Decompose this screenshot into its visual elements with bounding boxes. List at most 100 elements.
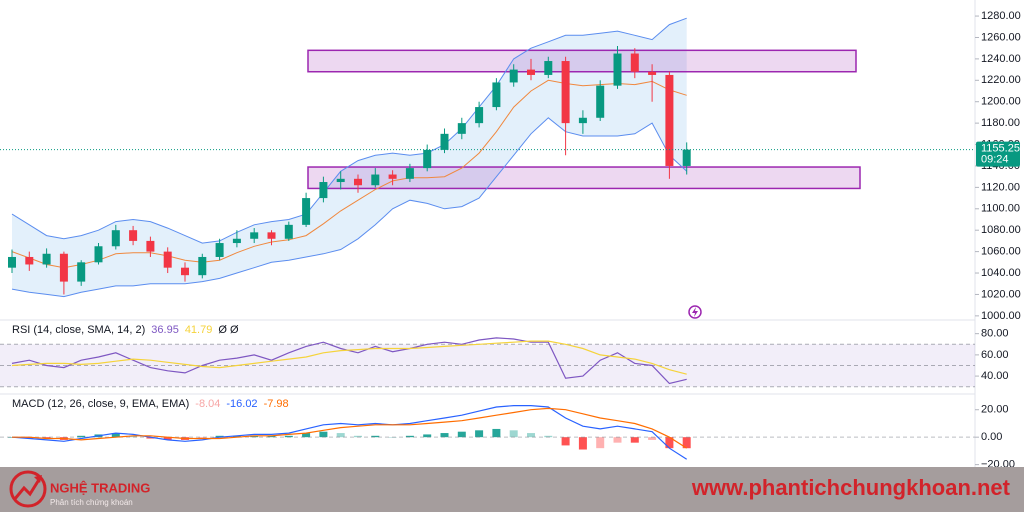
candle-body [561,61,570,124]
y-tick-label: 0.00 [981,431,1002,443]
histogram-bar [267,435,276,438]
candle-body [527,69,535,75]
candle-body [232,238,241,244]
candle-body [319,182,328,199]
candle-body [94,246,103,263]
countdown-label: 09:24 [981,154,1009,166]
candle-body [457,123,466,134]
y-tick-label: 1180.00 [981,117,1020,129]
indicator-extra: Ø Ø [218,324,239,336]
histogram-bar [423,434,432,438]
y-tick-label: 1220.00 [981,74,1021,86]
histogram-bar [509,430,518,438]
histogram-bar [371,435,380,438]
histogram-bar [129,435,138,438]
indicator-value: 36.95 [151,324,179,336]
candle-body [336,178,345,183]
candle-body [302,198,311,225]
y-tick-label: 1000.00 [981,310,1021,322]
y-tick-label: 1080.00 [981,224,1021,236]
y-tick-label: 1240.00 [981,53,1021,65]
histogram-bar [163,437,172,440]
histogram-bar [354,435,362,438]
histogram-bar [492,428,501,438]
candle-body [388,174,397,179]
candle-body [8,256,16,268]
candle-body [492,82,501,108]
candle-body [509,69,518,83]
candle-body [423,149,432,169]
logo-icon [9,470,47,508]
candle-body [648,71,657,75]
y-tick-label: 1260.00 [981,31,1021,43]
histogram-bar [215,435,224,438]
y-tick-label: 1060.00 [981,246,1021,258]
histogram-bar [596,437,605,449]
band-fill [12,18,687,297]
zone [307,49,857,73]
histogram-bar [544,435,553,438]
candle-body [198,256,207,276]
candle-body [77,262,86,282]
candle-body [682,149,691,166]
candle-body [405,168,414,179]
candle-body [25,256,34,265]
candle-body [267,232,276,239]
candle-body [163,251,172,268]
indicator-value: -16.02 [226,398,257,410]
indicator-value: -8.04 [195,398,220,410]
candle-body [440,133,449,150]
candle-body [630,53,639,72]
candle-body [475,107,484,124]
y-tick-label: 40.00 [981,370,1009,382]
indicator-title: MACD (12, 26, close, 9, EMA, EMA) [12,398,189,410]
histogram-bar [648,437,657,440]
y-tick-label: 1100.00 [981,203,1020,215]
website[interactable]: www.phantichchungkhoan.net [691,475,1011,500]
candle-body [354,178,362,186]
candle-body [371,174,380,186]
candle-body [613,53,622,86]
candle-body [250,232,259,239]
histogram-bar [578,437,587,450]
last-price-box [976,141,1020,167]
histogram-bar [42,437,51,439]
indicator-value: 41.79 [185,324,213,336]
indicator-header: MACD (12, 26, close, 9, EMA, EMA) -8.04 -1… [12,398,289,410]
histogram-bar [613,437,622,443]
candle-body [665,74,674,166]
candle-body [215,243,224,257]
y-tick-label: 1020.00 [981,288,1021,300]
band-line [11,117,688,298]
histogram-bar [77,435,86,438]
indicator-line [11,340,687,375]
y-tick-label: 20.00 [981,404,1009,416]
candle-body [181,267,189,276]
histogram-bar [25,437,34,439]
footer-background [0,467,1024,512]
candle-body [111,230,120,247]
candle-body [284,224,293,239]
candle-body [596,85,605,118]
histogram-bar [232,435,241,438]
candle-body [42,253,51,265]
histogram-bar [665,437,674,449]
histogram-bar [111,433,120,438]
alert-icon[interactable] [688,305,702,319]
candle-body [146,240,155,252]
histogram-bar [630,437,639,443]
indicator-header: RSI (14, close, SMA, 14, 2) 36.95 41.79 Ø Ø [12,324,239,336]
y-tick-label: 80.00 [981,328,1009,340]
histogram-bar [146,437,155,439]
histogram-bar [527,433,535,438]
y-tick-label: 1120.00 [981,181,1020,193]
last-price-label: 1155.25 [981,143,1020,155]
histogram-bar [302,433,311,438]
logo-subtitle: Phân tích chứng khoán [50,498,133,507]
logo-title: NGHỆ TRADING [50,480,150,495]
indicator-line [11,405,688,460]
histogram-bar [198,437,207,439]
histogram-bar [284,435,293,438]
candle-body [544,61,553,75]
